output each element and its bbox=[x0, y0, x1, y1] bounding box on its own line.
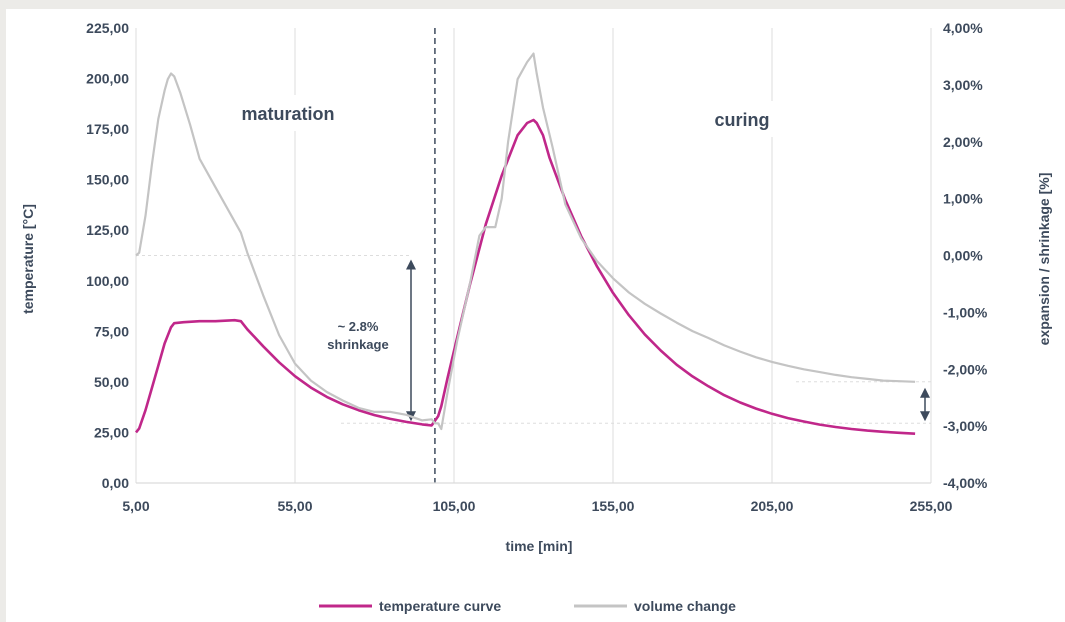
maturation-label: maturation bbox=[241, 104, 334, 124]
y-left-axis-title: temperature [°C] bbox=[20, 204, 36, 314]
y-right-tick-label: 3,00% bbox=[943, 77, 983, 93]
y-right-tick-label: 4,00% bbox=[943, 20, 983, 36]
shrinkage-word-label: shrinkage bbox=[327, 337, 388, 352]
x-tick-label: 105,00 bbox=[433, 498, 476, 514]
y-right-axis-title: expansion / shrinkage [%] bbox=[1036, 173, 1052, 346]
x-tick-label: 155,00 bbox=[592, 498, 635, 514]
y-left-tick-label: 150,00 bbox=[86, 172, 129, 188]
y-right-tick-label: -3,00% bbox=[943, 418, 988, 434]
y-left-tick-label: 200,00 bbox=[86, 71, 129, 87]
chart-svg: 5,00 55,00 105,00 155,00 205,00 255,00 0,00 25,… bbox=[20, 20, 1052, 614]
y-right-tick-label: 1,00% bbox=[943, 191, 983, 207]
y-left-tick-label: 50,00 bbox=[94, 374, 129, 390]
y-right-tick-label: -4,00% bbox=[943, 475, 988, 491]
legend: temperature curve volume change bbox=[319, 598, 736, 614]
legend-label-temperature: temperature curve bbox=[379, 598, 501, 614]
y-left-tick-label: 75,00 bbox=[94, 323, 129, 339]
y-right-tick-label: 2,00% bbox=[943, 134, 983, 150]
y-right-tick-label: -1,00% bbox=[943, 304, 988, 320]
x-tick-label: 55,00 bbox=[277, 498, 312, 514]
temperature-curve-line bbox=[134, 118, 916, 435]
x-tick-label: 5,00 bbox=[122, 498, 149, 514]
x-tick-label: 255,00 bbox=[910, 498, 953, 514]
axis-layer: 5,00 55,00 105,00 155,00 205,00 255,00 0,00 25,… bbox=[86, 20, 988, 514]
shrinkage-percent-label: ~ 2.8% bbox=[338, 319, 379, 334]
final-shrinkage-arrow bbox=[920, 387, 930, 422]
y-left-tick-label: 25,00 bbox=[94, 424, 129, 440]
shrinkage-arrow-head-up bbox=[406, 259, 416, 270]
curing-label: curing bbox=[714, 110, 769, 130]
y-right-tick-label: 0,00% bbox=[943, 248, 983, 264]
y-left-tick-label: 175,00 bbox=[86, 121, 129, 137]
y-left-tick-label: 0,00 bbox=[102, 475, 129, 491]
x-tick-label: 205,00 bbox=[751, 498, 794, 514]
curing-label-bg bbox=[664, 101, 804, 137]
final-shrinkage-arrow-head-down bbox=[920, 411, 930, 422]
volume-change-line bbox=[135, 52, 916, 431]
series-layer bbox=[134, 52, 916, 435]
y-left-tick-label: 125,00 bbox=[86, 222, 129, 238]
shrinkage-arrow bbox=[406, 259, 416, 422]
maturation-label-bg bbox=[204, 95, 382, 131]
y-left-tick-label: 225,00 bbox=[86, 20, 129, 36]
legend-label-volume: volume change bbox=[634, 598, 736, 614]
final-shrinkage-arrow-head-up bbox=[920, 387, 930, 398]
y-left-tick-label: 100,00 bbox=[86, 273, 129, 289]
y-right-tick-label: -2,00% bbox=[943, 361, 988, 377]
x-axis-title: time [min] bbox=[506, 538, 573, 554]
chart-frame: 5,00 55,00 105,00 155,00 205,00 255,00 0,00 25,… bbox=[6, 9, 1065, 622]
